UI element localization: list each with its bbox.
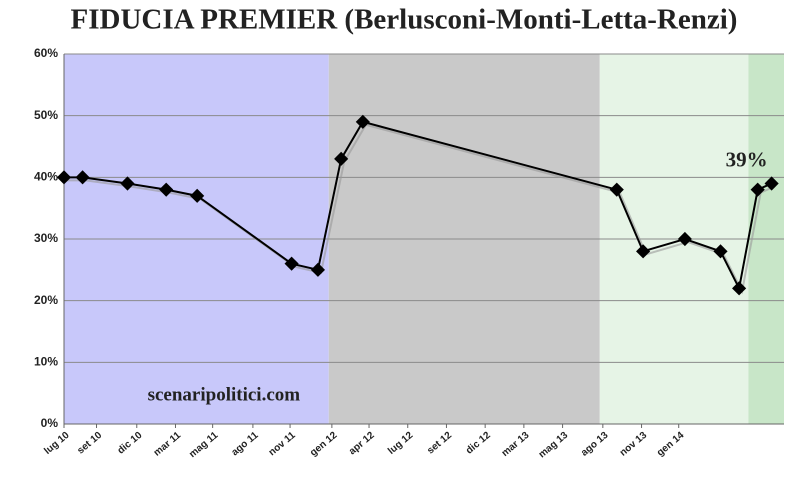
x-tick-label: mar 11 xyxy=(152,430,184,459)
y-tick-label: 20% xyxy=(34,293,58,307)
y-tick-label: 0% xyxy=(41,416,59,430)
marker xyxy=(159,182,174,197)
x-tick-label: gen 12 xyxy=(308,430,340,459)
marker xyxy=(732,281,747,296)
marker xyxy=(355,114,370,129)
x-tick-label: ago 11 xyxy=(230,430,261,459)
marker xyxy=(750,182,765,197)
x-tick-label: dic 12 xyxy=(464,430,493,457)
x-tick-label: set 12 xyxy=(425,430,454,457)
marker xyxy=(284,256,299,271)
x-tick-label: apr 12 xyxy=(347,430,377,458)
y-tick-label: 60% xyxy=(34,46,58,60)
x-tick-label: mar 13 xyxy=(500,430,532,459)
x-tick-label: mag 13 xyxy=(537,430,571,461)
x-tick-label: mag 11 xyxy=(187,430,220,461)
y-tick-label: 30% xyxy=(34,231,58,245)
x-tick-label: lug 12 xyxy=(386,430,416,457)
y-tick-label: 40% xyxy=(34,170,58,184)
x-tick-label: set 10 xyxy=(75,430,104,457)
marker xyxy=(190,188,205,203)
x-tick-label: gen 14 xyxy=(655,430,687,459)
x-tick-label: nov 13 xyxy=(618,430,650,459)
series-shadow xyxy=(67,123,776,295)
series-line xyxy=(64,120,773,292)
marker xyxy=(609,182,624,197)
marker xyxy=(764,176,779,191)
marker xyxy=(310,262,326,277)
x-tick-label: lug 10 xyxy=(42,430,72,457)
x-tick-label: ago 13 xyxy=(579,430,611,459)
annotation: scenaripolitici.com xyxy=(148,385,301,406)
marker xyxy=(636,244,651,259)
marker xyxy=(713,244,728,259)
chart-title: FIDUCIA PREMIER (Berlusconi-Monti-Letta-… xyxy=(71,4,738,36)
y-tick-label: 10% xyxy=(34,355,58,369)
marker xyxy=(334,151,349,166)
marker xyxy=(677,231,692,247)
annotation: 39% xyxy=(726,147,768,171)
x-tick-label: dic 10 xyxy=(116,430,145,457)
x-tick-label: nov 11 xyxy=(267,430,298,459)
y-tick-label: 50% xyxy=(34,108,58,122)
